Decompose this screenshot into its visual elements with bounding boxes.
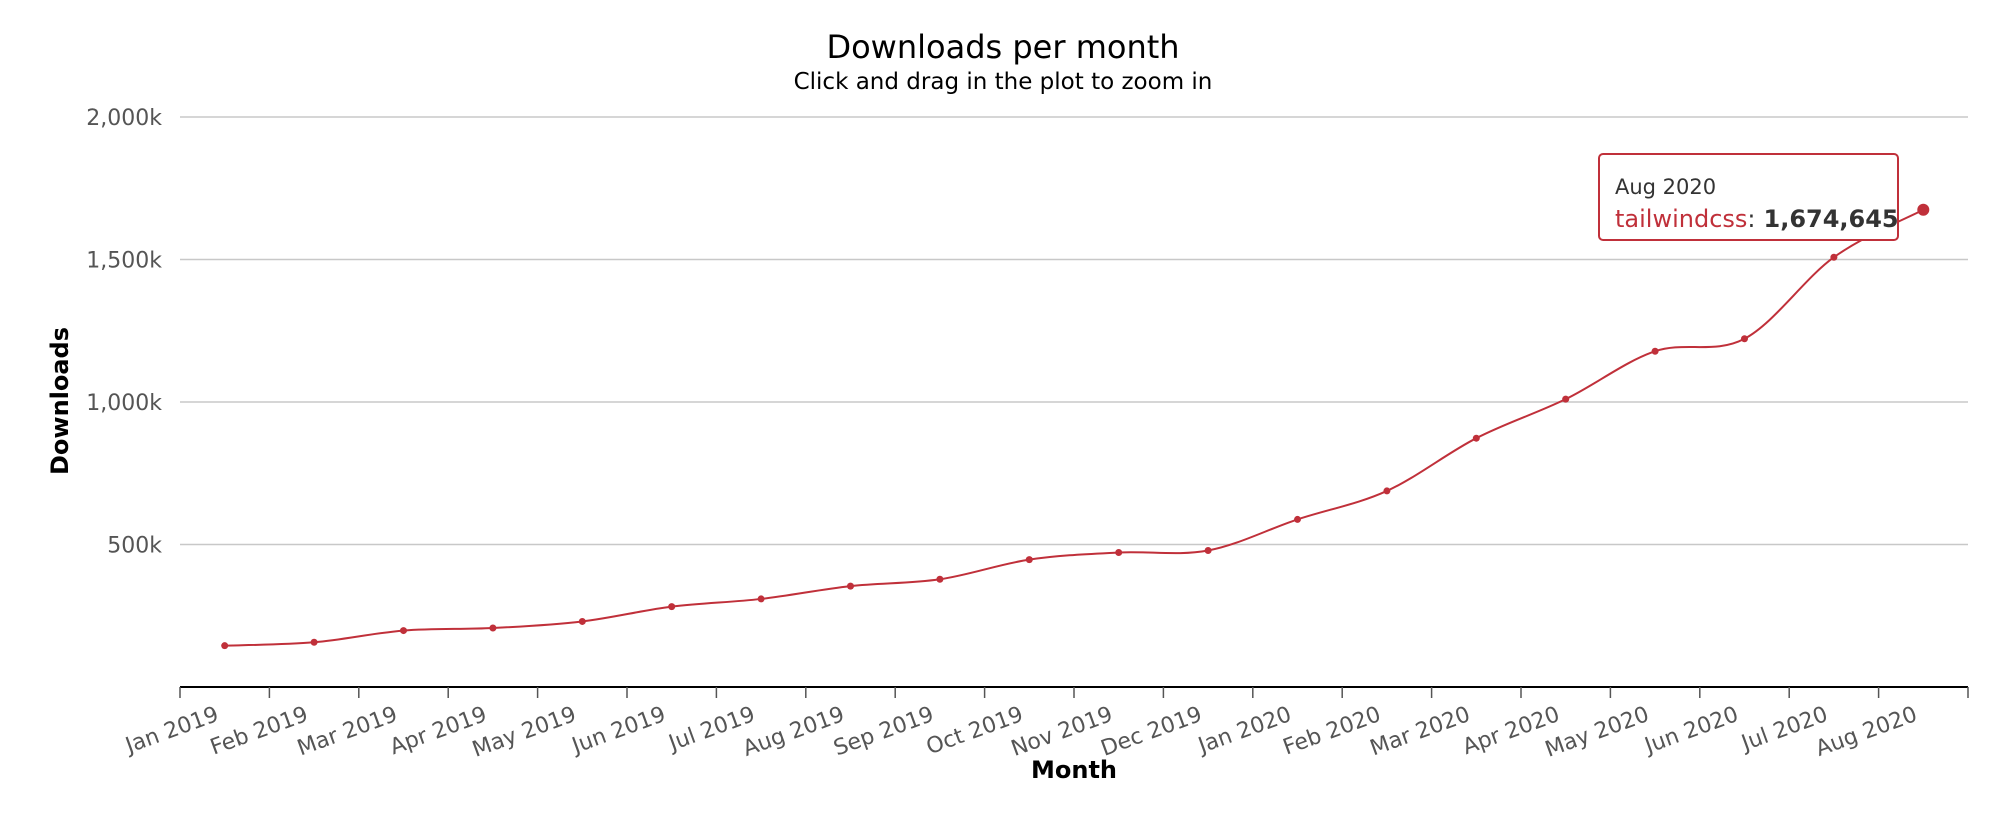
tooltip-line: tailwindcss: 1,674,645	[1615, 205, 1899, 233]
y-tick-label: 500k	[107, 534, 162, 559]
x-tick-label: Sep 2019	[831, 702, 938, 761]
series-group[interactable]	[221, 203, 1930, 650]
data-point[interactable]	[1383, 487, 1391, 495]
series-line-tailwindcss[interactable]	[224, 208, 1924, 647]
tooltip: Aug 2020 tailwindcss: 1,674,645	[1598, 153, 1899, 241]
data-point[interactable]	[400, 627, 407, 635]
tooltip-header: Aug 2020	[1615, 175, 1716, 199]
data-point[interactable]	[1115, 548, 1123, 556]
data-point[interactable]	[1294, 515, 1301, 523]
data-point[interactable]	[310, 638, 318, 646]
x-axis-title: Month	[1031, 756, 1117, 784]
tooltip-separator: :	[1747, 205, 1755, 233]
x-tick-label: Aug 2019	[740, 702, 848, 762]
y-tick-label: 2,000k	[86, 106, 162, 131]
x-tick-label: Jan 2020	[1193, 702, 1294, 759]
x-tick-label: Dec 2019	[1098, 702, 1206, 762]
x-tick-label: Oct 2019	[923, 702, 1026, 760]
data-point-hovered[interactable]	[1917, 203, 1930, 216]
x-tick-label: Jan 2019	[121, 702, 222, 759]
y-tick-label: 1,000k	[86, 391, 162, 416]
data-point[interactable]	[847, 582, 854, 590]
data-point[interactable]	[578, 617, 586, 625]
data-point[interactable]	[1562, 395, 1570, 403]
y-axis-title: Downloads	[46, 327, 74, 475]
gridlines	[180, 116, 1968, 546]
x-tick-label: Jun 2020	[1640, 702, 1742, 759]
data-point[interactable]	[1025, 556, 1033, 564]
x-tick-label: Mar 2020	[1367, 702, 1474, 761]
data-point[interactable]	[1651, 347, 1659, 355]
y-tick-label: 1,500k	[86, 249, 162, 274]
chart-subtitle: Click and drag in the plot to zoom in	[794, 69, 1213, 95]
y-axis-tick-labels: 500k 1,000k 1,500k 2,000k	[86, 106, 162, 559]
data-point[interactable]	[1204, 546, 1212, 554]
x-tick-label: Nov 2019	[1008, 702, 1116, 762]
tooltip-box	[1598, 153, 1899, 241]
data-point[interactable]	[221, 642, 229, 650]
x-tick-label: Feb 2019	[207, 702, 311, 760]
chart-title: Downloads per month	[826, 28, 1179, 66]
data-point[interactable]	[1472, 434, 1480, 442]
x-tick-label: Feb 2020	[1280, 702, 1384, 760]
x-tick-label: Jun 2019	[567, 702, 669, 759]
data-point[interactable]	[1741, 335, 1748, 343]
data-point[interactable]	[668, 603, 676, 611]
data-point[interactable]	[489, 624, 497, 632]
x-tick-label: Mar 2019	[294, 702, 401, 761]
data-point[interactable]	[936, 575, 944, 583]
x-tick-label: May 2020	[1542, 702, 1652, 763]
data-point[interactable]	[757, 595, 765, 603]
x-tick-label: Aug 2020	[1813, 702, 1921, 762]
tooltip-value: 1,674,645	[1764, 205, 1899, 233]
tooltip-series-name: tailwindcss	[1615, 205, 1747, 233]
x-tick-label: May 2019	[469, 702, 579, 763]
data-point[interactable]	[1830, 253, 1838, 261]
